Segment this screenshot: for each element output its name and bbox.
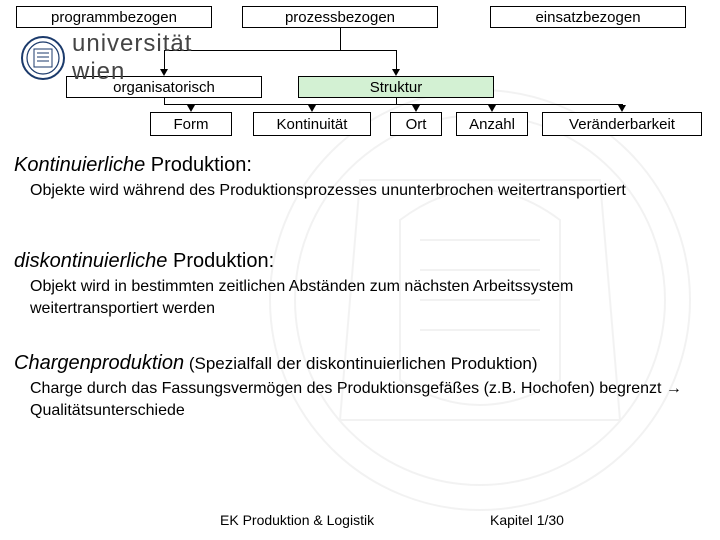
section-heading: diskontinuierliche Produktion: [14, 248, 274, 275]
logo-text-line2: wien [72, 58, 192, 86]
diagram-box: Struktur [298, 76, 494, 98]
diagram-box: Anzahl [456, 112, 528, 136]
footer-right: Kapitel 1/30 [490, 512, 564, 528]
diagram-box: Ort [390, 112, 442, 136]
seal-icon [20, 35, 66, 81]
section-heading: Kontinuierliche Produktion: [14, 152, 252, 179]
section-body: Objekt wird in bestimmten zeitlichen Abs… [30, 276, 690, 319]
diagram-box: Kontinuität [253, 112, 371, 136]
diagram-box: programmbezogen [16, 6, 212, 28]
section-heading: Chargenproduktion (Spezialfall der disko… [14, 350, 538, 377]
diagram-box: prozessbezogen [242, 6, 438, 28]
diagram-box: einsatzbezogen [490, 6, 686, 28]
section-body: Charge durch das Fassungsvermögen des Pr… [30, 378, 690, 421]
diagram-box: Veränderbarkeit [542, 112, 702, 136]
section-body: Objekte wird während des Produktionsproz… [30, 180, 690, 202]
university-logo: universität wien [20, 30, 192, 86]
diagram-box: Form [150, 112, 232, 136]
logo-text-line1: universität [72, 30, 192, 58]
footer-left: EK Produktion & Logistik [220, 512, 374, 528]
